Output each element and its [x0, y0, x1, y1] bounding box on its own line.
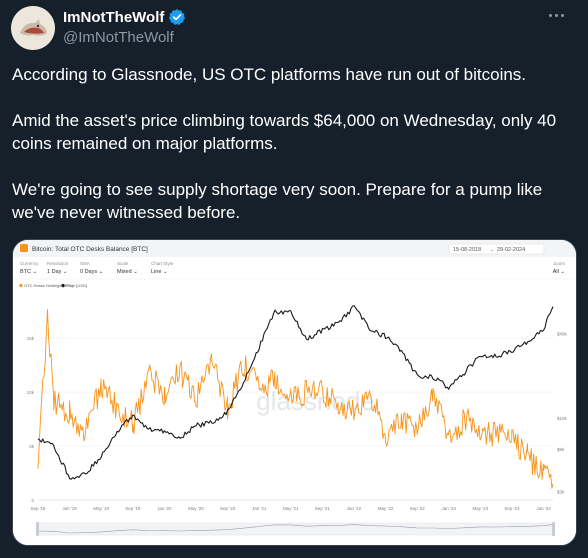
x-tick: May '22 — [378, 506, 394, 511]
y-left-tick: 10k — [27, 390, 35, 395]
chart-image[interactable]: Bitcoin: Total OTC Desks Balance [BTC] 1… — [12, 239, 577, 546]
control-scale[interactable]: Mixed ⌄ — [117, 269, 138, 275]
zoom-label: Zoom — [553, 261, 565, 266]
x-tick: May '19 — [93, 506, 109, 511]
y-left-tick: 15k — [27, 336, 35, 341]
tweet-text: According to Glassnode, US OTC platforms… — [12, 63, 577, 224]
avatar[interactable] — [11, 6, 55, 50]
navigator-handle-left[interactable] — [36, 522, 39, 536]
handle[interactable]: @ImNotTheWolf — [63, 29, 174, 46]
x-tick: Sep '19 — [125, 506, 141, 511]
x-tick: Sep '20 — [220, 506, 236, 511]
otc-balance-chart: Bitcoin: Total OTC Desks Balance [BTC] 1… — [13, 240, 576, 545]
control-label: SMA — [80, 261, 90, 266]
y-right-tick: $3k — [557, 489, 565, 494]
legend-swatch — [19, 283, 23, 288]
x-tick: Jan '21 — [252, 506, 267, 511]
x-tick: May '21 — [283, 506, 299, 511]
control-label: Resolution — [47, 261, 69, 266]
svg-text:→: → — [489, 247, 495, 253]
legend-entry: Price [USD] — [66, 283, 87, 288]
x-tick: Sep '22 — [410, 506, 426, 511]
x-tick: Jan '23 — [442, 506, 457, 511]
control-chart-style[interactable]: Line ⌄ — [151, 269, 168, 275]
y-right-tick: $40k — [557, 331, 568, 336]
y-left-tick: 0 — [31, 498, 34, 503]
display-name[interactable]: ImNotTheWolf — [63, 8, 165, 26]
watermark: glassnode — [256, 386, 375, 416]
control-value: Line ⌄ — [151, 269, 168, 275]
x-tick: May '23 — [473, 506, 489, 511]
x-tick: May '20 — [188, 506, 204, 511]
chart-title: Bitcoin: Total OTC Desks Balance [BTC] — [32, 246, 148, 253]
navigator-line — [37, 524, 554, 534]
x-tick: Sep '23 — [504, 506, 520, 511]
x-tick: Jan '20 — [157, 506, 172, 511]
more-options-icon[interactable] — [542, 5, 570, 25]
control-label: Currency — [20, 261, 39, 266]
control-resolution[interactable]: 1 Day ⌄ — [47, 269, 68, 275]
zoom-value: All ⌄ — [553, 269, 565, 275]
legend-entry: OTC Desks Holdings [BTC] — [24, 283, 73, 288]
verified-badge-icon — [169, 9, 186, 25]
series-otc-holdings — [37, 309, 554, 489]
date-to: 29-02-2024 — [497, 247, 525, 253]
x-tick: Sep '21 — [315, 506, 331, 511]
range-navigator — [37, 522, 554, 536]
tweet-paragraph: Amid the asset's price climbing towards … — [12, 111, 557, 153]
control-label: Chart Style — [151, 261, 174, 266]
btc-logo-icon — [20, 244, 28, 252]
x-tick: Jan '22 — [347, 506, 362, 511]
tweet-paragraph: We're going to see supply shortage very … — [12, 180, 543, 222]
tweet-paragraph: According to Glassnode, US OTC platforms… — [12, 65, 527, 84]
date-from: 15-08-2018 — [453, 247, 481, 253]
navigator-handle-right[interactable] — [552, 522, 555, 536]
wolf-avatar-icon — [11, 6, 55, 50]
author-row: ImNotTheWolf — [63, 8, 186, 26]
x-tick: Jan '19 — [62, 506, 77, 511]
control-label: Scale — [117, 261, 129, 266]
y-right-tick: $10k — [557, 416, 568, 421]
x-tick: Sep '18 — [30, 506, 46, 511]
date-range-picker[interactable] — [448, 243, 545, 255]
control-value: 0 Days ⌄ — [80, 269, 103, 275]
x-tick: Jan '24 — [536, 506, 551, 511]
control-value: BTC ⌄ — [20, 269, 37, 275]
control-currency[interactable]: BTC ⌄ — [20, 269, 37, 275]
control-sma[interactable]: 0 Days ⌄ — [80, 269, 103, 275]
y-right-tick: $6k — [557, 447, 565, 452]
control-value: Mixed ⌄ — [117, 269, 138, 275]
control-value: 1 Day ⌄ — [47, 269, 68, 275]
legend-swatch — [61, 283, 65, 288]
series-price — [37, 305, 554, 480]
y-left-tick: 5k — [29, 444, 35, 449]
